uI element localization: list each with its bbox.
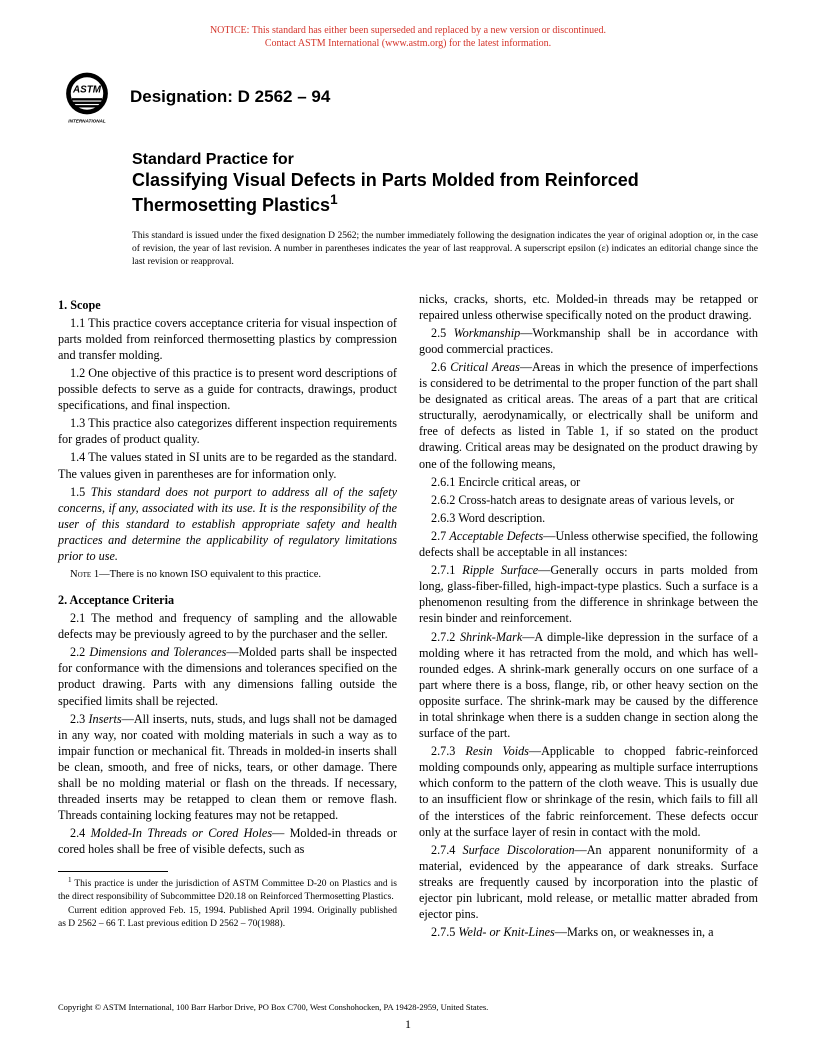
body-columns: 1. Scope 1.1 This practice covers accept… <box>58 291 758 943</box>
issuance-note: This standard is issued under the fixed … <box>132 230 758 268</box>
section-1-heading: 1. Scope <box>58 297 397 313</box>
para-2-6-1: 2.6.1 Encircle critical areas, or <box>419 474 758 490</box>
para-2-6-2: 2.6.2 Cross-hatch areas to designate are… <box>419 492 758 508</box>
para-2-2: 2.2 Dimensions and Tolerances—Molded par… <box>58 644 397 708</box>
footnotes: 1 This practice is under the jurisdictio… <box>58 876 397 930</box>
para-2-5: 2.5 Workmanship—Workmanship shall be in … <box>419 325 758 357</box>
title-block: Standard Practice for Classifying Visual… <box>132 150 758 216</box>
para-2-7-1: 2.7.1 Ripple Surface—Generally occurs in… <box>419 562 758 626</box>
page-number: 1 <box>0 1017 816 1032</box>
para-2-7-2: 2.7.2 Shrink-Mark—A dimple-like depressi… <box>419 629 758 742</box>
para-2-4: 2.4 Molded-In Threads or Cored Holes— Mo… <box>58 825 397 857</box>
document-header: ASTM INTERNATIONAL Designation: D 2562 –… <box>58 68 816 126</box>
para-1-1: 1.1 This practice covers acceptance crit… <box>58 315 397 363</box>
title-main: Classifying Visual Defects in Parts Mold… <box>132 169 758 216</box>
footnote-2: Current edition approved Feb. 15, 1994. … <box>58 905 397 930</box>
copyright-line: Copyright © ASTM International, 100 Barr… <box>58 1002 488 1012</box>
svg-text:INTERNATIONAL: INTERNATIONAL <box>68 119 106 124</box>
footnote-1: 1 This practice is under the jurisdictio… <box>58 876 397 903</box>
para-2-7-4: 2.7.4 Surface Discoloration—An apparent … <box>419 842 758 922</box>
notice-line2: Contact ASTM International (www.astm.org… <box>265 38 551 49</box>
para-1-2: 1.2 One objective of this practice is to… <box>58 365 397 413</box>
para-1-3: 1.3 This practice also categorizes diffe… <box>58 415 397 447</box>
para-2-1: 2.1 The method and frequency of sampling… <box>58 610 397 642</box>
title-line1: Standard Practice for <box>132 150 758 169</box>
para-2-7-5: 2.7.5 Weld- or Knit-Lines—Marks on, or w… <box>419 924 758 940</box>
svg-text:ASTM: ASTM <box>72 84 102 95</box>
notice-line1: NOTICE: This standard has either been su… <box>210 25 606 36</box>
para-2-7: 2.7 Acceptable Defects—Unless otherwise … <box>419 528 758 560</box>
designation-text: Designation: D 2562 – 94 <box>130 87 330 107</box>
para-2-7-3: 2.7.3 Resin Voids—Applicable to chopped … <box>419 743 758 840</box>
para-2-6: 2.6 Critical Areas—Areas in which the pr… <box>419 359 758 472</box>
para-col2-top: nicks, cracks, shorts, etc. Molded-in th… <box>419 291 758 323</box>
para-2-6-3: 2.6.3 Word description. <box>419 510 758 526</box>
astm-logo-icon: ASTM INTERNATIONAL <box>58 68 116 126</box>
notice-banner: NOTICE: This standard has either been su… <box>0 0 816 50</box>
para-1-5: 1.5 1.5 This standard does not purport t… <box>58 484 397 564</box>
section-2-heading: 2. Acceptance Criteria <box>58 592 397 608</box>
para-2-3: 2.3 Inserts—All inserts, nuts, studs, an… <box>58 711 397 824</box>
note-1: Note 1—There is no known ISO equivalent … <box>58 568 397 582</box>
para-1-4: 1.4 The values stated in SI units are to… <box>58 449 397 481</box>
footnote-rule <box>58 871 168 872</box>
